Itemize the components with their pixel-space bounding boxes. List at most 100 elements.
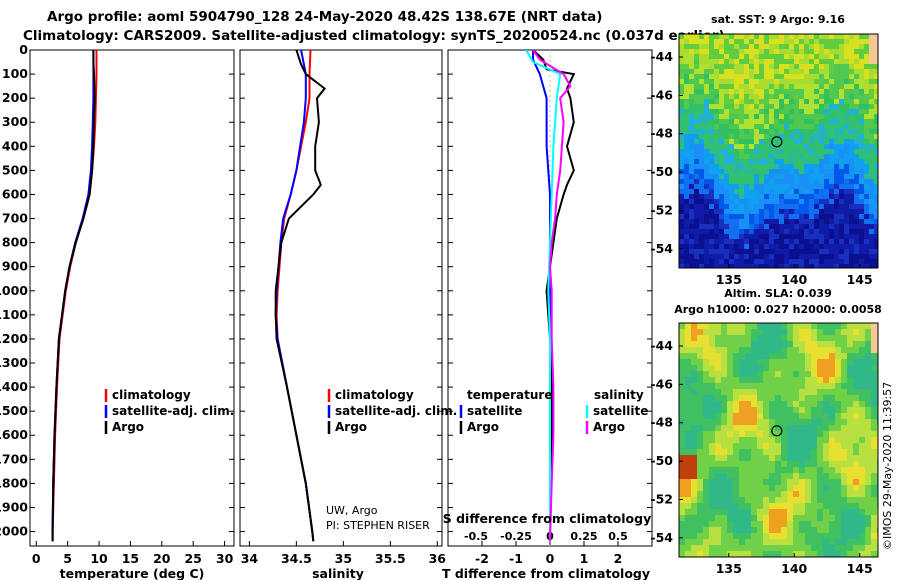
heatmap-cell (764, 214, 770, 220)
series-line-satellite-adj-clim- (274, 50, 315, 542)
heatmap-cell (869, 184, 875, 190)
heatmap-cell (844, 249, 850, 255)
heatmap-cell (823, 353, 830, 360)
heatmap-cell (859, 455, 866, 462)
heatmap-cell (714, 224, 720, 230)
heatmap-cell (699, 74, 705, 80)
heatmap-cell (749, 139, 755, 145)
heatmap-cell (699, 139, 705, 145)
heatmap-cell (697, 515, 704, 522)
heatmap-cell (769, 533, 776, 540)
heatmap-cell (744, 109, 750, 115)
heatmap-cell (704, 189, 710, 195)
heatmap-cell (739, 341, 746, 348)
heatmap-cell (869, 159, 875, 165)
heatmap-cell (691, 401, 698, 408)
heatmap-cell (709, 533, 716, 540)
heatmap-cell (793, 383, 800, 390)
heatmap-cell (794, 134, 800, 140)
heatmap-cell (794, 219, 800, 225)
heatmap-cell (733, 329, 740, 336)
heatmap-cell (814, 169, 820, 175)
heatmap-cell (721, 551, 728, 557)
heatmap-cell (869, 134, 875, 140)
heatmap-cell (809, 109, 815, 115)
heatmap-cell (817, 329, 824, 336)
heatmap-cell (751, 479, 758, 486)
heatmap-cell (789, 199, 795, 205)
heatmap-cell (694, 244, 700, 250)
heatmap-cell (819, 129, 825, 135)
heatmap-cell (684, 34, 690, 40)
heatmap-cell (709, 335, 716, 342)
heatmap-cell (679, 194, 685, 200)
heatmap-cell (709, 54, 715, 60)
map-y-tick-label: -44 (650, 338, 673, 353)
heatmap-cell (769, 249, 775, 255)
heatmap-cell (715, 335, 722, 342)
heatmap-cell (763, 425, 770, 432)
heatmap-cell (869, 69, 875, 75)
heatmap-cell (789, 249, 795, 255)
heatmap-cell (847, 545, 854, 552)
heatmap-cell (775, 527, 782, 534)
heatmap-cell (759, 179, 765, 185)
heatmap-cell (714, 84, 720, 90)
map-y-tick-label: -46 (650, 87, 673, 102)
heatmap-cell (709, 94, 715, 100)
heatmap-cell (714, 59, 720, 65)
heatmap-cell (739, 527, 746, 534)
heatmap-cell (744, 219, 750, 225)
heatmap-cell (715, 539, 722, 546)
heatmap-cell (789, 224, 795, 230)
heatmap-cell (784, 164, 790, 170)
heatmap-cell (697, 533, 704, 540)
heatmap-cell (684, 124, 690, 130)
heatmap-cell (729, 79, 735, 85)
heatmap-cell (835, 449, 842, 456)
heatmap-cell (694, 169, 700, 175)
heatmap-cell (854, 249, 860, 255)
heatmap-cell (769, 551, 776, 557)
heatmap-cell (739, 239, 745, 245)
heatmap-cell (817, 503, 824, 510)
heatmap-cell (734, 94, 740, 100)
heatmap-cell (853, 491, 860, 498)
heatmap-cell (679, 371, 686, 378)
heatmap-cell (724, 204, 730, 210)
heatmap-cell (697, 503, 704, 510)
heatmap-cell (734, 59, 740, 65)
heatmap-cell (834, 124, 840, 130)
heatmap-cell (763, 539, 770, 546)
heatmap-cell (799, 89, 805, 95)
heatmap-cell (789, 129, 795, 135)
heatmap-cell (734, 224, 740, 230)
heatmap-cell (819, 124, 825, 130)
heatmap-cell (745, 509, 752, 516)
heatmap-cell (684, 179, 690, 185)
heatmap-cell (871, 329, 878, 336)
heatmap-cell (733, 473, 740, 480)
heatmap-cell (709, 341, 716, 348)
heatmap-cell (759, 219, 765, 225)
heatmap-cell (874, 144, 878, 150)
heatmap-cell (703, 335, 710, 342)
heatmap-cell (754, 189, 760, 195)
heatmap-cell (799, 104, 805, 110)
heatmap-cell (691, 551, 698, 557)
heatmap-cell (864, 79, 870, 85)
heatmap-cell (859, 204, 865, 210)
heatmap-cell (699, 134, 705, 140)
heatmap-cell (749, 114, 755, 120)
heatmap-cell (733, 383, 740, 390)
heatmap-cell (865, 503, 872, 510)
heatmap-cell (749, 49, 755, 55)
heatmap-cell (805, 329, 812, 336)
heatmap-cell (734, 184, 740, 190)
heatmap-cell (745, 425, 752, 432)
heatmap-cell (784, 34, 790, 40)
heatmap-cell (844, 49, 850, 55)
heatmap-cell (684, 39, 690, 45)
heatmap-cell (775, 539, 782, 546)
heatmap-cell (775, 365, 782, 372)
